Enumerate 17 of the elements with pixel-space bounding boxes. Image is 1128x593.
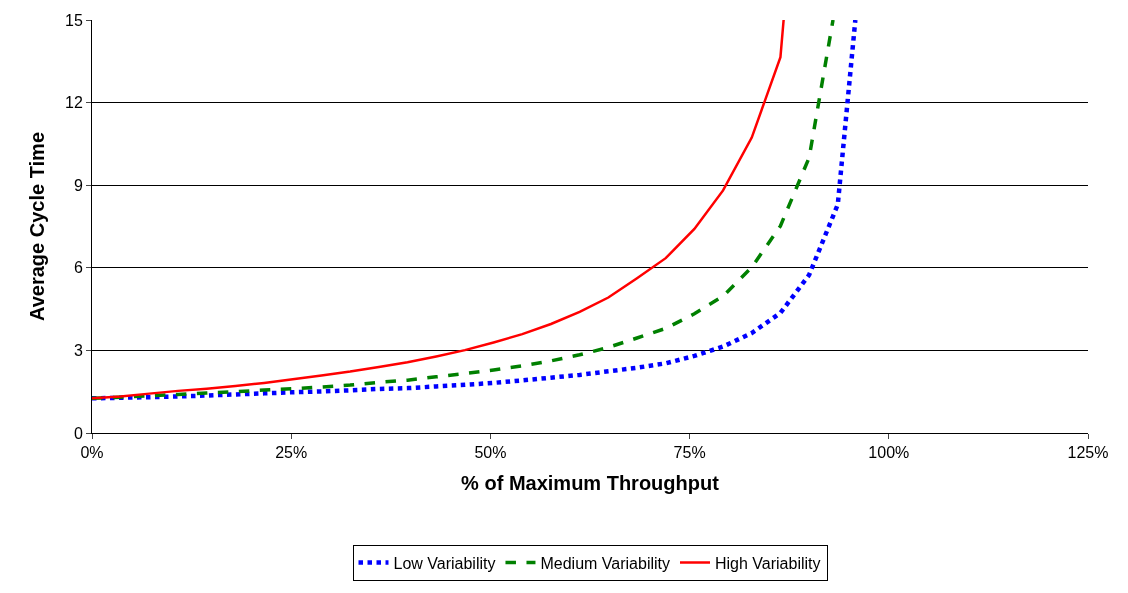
x-axis-title: % of Maximum Throughput <box>461 471 720 494</box>
y-tick-label: 12 <box>65 94 83 112</box>
x-tick-label: 25% <box>275 444 308 462</box>
x-tick-label: 75% <box>673 444 706 462</box>
x-tick-label: 125% <box>1067 444 1109 462</box>
legend-label: High Variability <box>715 554 821 572</box>
x-tick-label: 50% <box>474 444 507 462</box>
y-tick-label: 15 <box>65 11 83 29</box>
y-tick-label: 9 <box>73 176 83 194</box>
y-axis-title: Average Cycle Time <box>25 132 48 321</box>
y-tick-label: 3 <box>73 342 83 359</box>
y-tick-label: 6 <box>73 259 83 277</box>
x-tick-label: 0% <box>80 444 104 462</box>
y-tick-label: 0 <box>73 424 83 442</box>
x-tick-label: 100% <box>868 444 910 462</box>
legend-label: Low Variability <box>393 554 496 572</box>
legend-label: Medium Variability <box>540 554 670 572</box>
